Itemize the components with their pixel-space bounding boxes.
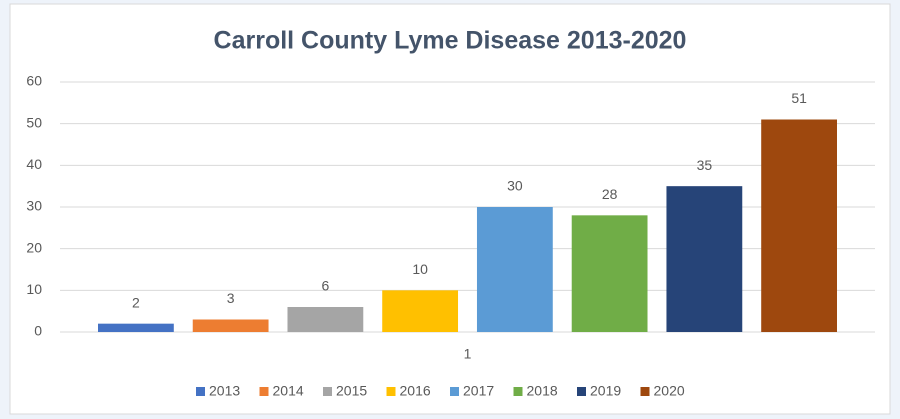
bar: [476, 207, 553, 332]
data-label: 51: [791, 90, 807, 106]
legend-swatch: [450, 387, 459, 396]
data-label: 10: [412, 261, 428, 277]
legend-label: 2020: [654, 383, 685, 399]
legend-swatch: [323, 387, 332, 396]
y-tick-label: 20: [26, 239, 42, 255]
legend-label: 2019: [590, 383, 621, 399]
legend-swatch: [513, 387, 523, 396]
legend-swatch: [196, 387, 205, 396]
data-label: 35: [697, 157, 713, 173]
legend-label: 2013: [209, 383, 240, 399]
y-tick-label: 10: [26, 281, 42, 297]
bar: [192, 319, 269, 332]
legend-label: 2014: [273, 383, 304, 399]
bar: [571, 215, 648, 332]
legend-label: 2015: [336, 383, 367, 399]
legend-swatch: [640, 387, 650, 396]
y-tick-label: 0: [34, 323, 42, 339]
legend-swatch: [259, 387, 269, 396]
bar: [761, 119, 838, 332]
data-label: 30: [507, 178, 523, 194]
legend-swatch: [386, 387, 396, 396]
bar: [382, 290, 459, 332]
bar: [666, 186, 743, 332]
legend-label: 2018: [527, 383, 558, 399]
bar: [287, 307, 364, 332]
y-tick-label: 40: [26, 156, 42, 172]
y-tick-label: 60: [26, 73, 42, 89]
y-tick-label: 50: [26, 114, 42, 130]
data-label: 2: [132, 294, 140, 310]
data-label: 6: [321, 278, 329, 294]
legend-label: 2016: [400, 383, 431, 399]
bar: [97, 323, 174, 332]
data-label: 28: [602, 186, 618, 202]
x-tick-label: 1: [464, 346, 472, 362]
data-label: 3: [227, 290, 235, 306]
legend-swatch: [577, 387, 586, 396]
chart-area: [9, 3, 891, 415]
y-tick-label: 30: [26, 198, 42, 214]
legend-label: 2017: [463, 383, 494, 399]
chart-title: Carroll County Lyme Disease 2013-2020: [214, 27, 687, 55]
